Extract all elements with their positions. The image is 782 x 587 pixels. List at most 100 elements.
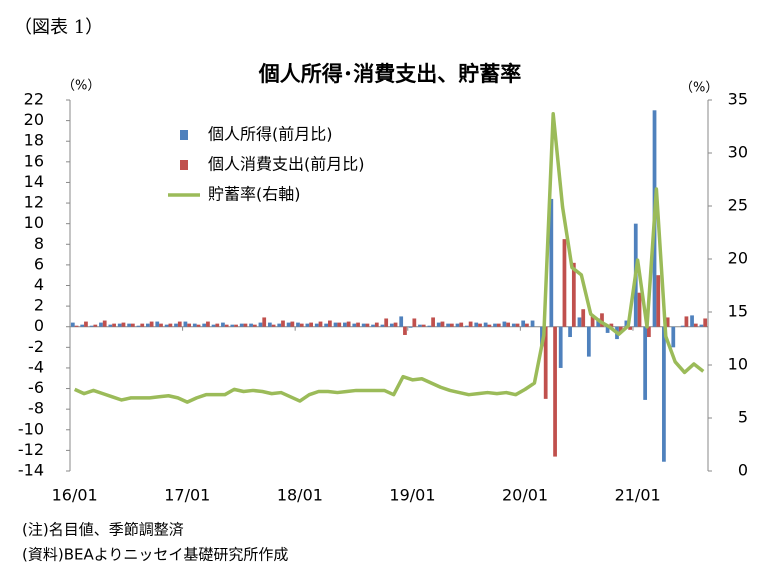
bar — [384, 318, 389, 327]
bar — [102, 320, 107, 327]
bar — [558, 326, 563, 368]
bar — [403, 326, 407, 335]
bar — [656, 275, 661, 327]
bar — [374, 322, 379, 327]
figure-label: （図表 1） — [14, 17, 103, 38]
bar — [168, 323, 173, 327]
bar — [699, 324, 704, 327]
bar — [446, 323, 450, 327]
bar — [609, 323, 614, 327]
bar — [684, 316, 689, 327]
bar — [493, 323, 497, 327]
bar — [643, 326, 648, 400]
bar — [309, 322, 314, 327]
y-tick-label: -4 — [28, 357, 44, 376]
y-tick-label: 10 — [24, 213, 44, 232]
legend-label: 貯蓄率(右軸) — [208, 185, 301, 204]
bar — [511, 323, 516, 327]
note: (注)名目値、季節調整済 — [22, 521, 184, 539]
bar — [427, 325, 432, 327]
bar — [243, 323, 248, 327]
bar — [299, 323, 304, 327]
bar — [365, 323, 370, 327]
y2-tick-label: 35 — [728, 90, 748, 109]
bar — [271, 324, 276, 327]
bar — [483, 322, 488, 327]
bar — [506, 322, 511, 327]
y-tick-label: 12 — [24, 193, 44, 212]
bar — [290, 321, 295, 327]
y2-tick-label: 0 — [738, 461, 748, 480]
y2-tick-label: 25 — [728, 196, 748, 215]
bar — [418, 324, 422, 327]
bar — [136, 325, 141, 327]
bar — [164, 324, 169, 327]
bar — [393, 322, 398, 327]
bar — [174, 323, 178, 327]
bar — [230, 324, 235, 327]
bar — [440, 321, 445, 327]
bar — [459, 322, 464, 327]
bar — [333, 322, 338, 327]
bar — [192, 323, 197, 327]
bar — [267, 322, 272, 327]
y-tick-label: 6 — [34, 254, 44, 273]
bar — [665, 317, 670, 327]
y2-tick-label: 30 — [728, 143, 748, 162]
x-tick-label: 20/01 — [502, 486, 548, 505]
y-tick-label: -14 — [18, 461, 44, 480]
bar — [252, 324, 257, 327]
bar — [703, 318, 708, 327]
bar — [130, 323, 135, 327]
bar — [314, 323, 319, 327]
bar — [581, 309, 586, 327]
bar — [530, 320, 535, 327]
y2-tick-label: 20 — [728, 249, 748, 268]
bar — [239, 323, 244, 327]
bar — [562, 239, 567, 327]
legend-label: 個人所得(前月比) — [208, 125, 333, 144]
bar — [117, 323, 122, 327]
bar — [177, 321, 182, 327]
bar — [525, 323, 529, 327]
bar — [449, 323, 454, 327]
bar — [149, 321, 154, 327]
y-tick-label: 4 — [34, 275, 44, 294]
bar — [408, 326, 413, 328]
bar — [468, 321, 473, 327]
bar — [140, 323, 145, 327]
bar — [286, 322, 291, 327]
bar — [553, 326, 557, 457]
bar — [464, 325, 469, 327]
bar — [515, 323, 520, 327]
bar — [549, 198, 554, 327]
legend-swatch — [180, 130, 188, 140]
bar — [324, 323, 329, 327]
y2-axis-label: （%） — [680, 81, 718, 96]
bar — [221, 322, 225, 327]
bar — [249, 323, 253, 327]
bar — [183, 321, 188, 327]
y2-tick-label: 10 — [728, 355, 748, 374]
x-tick-label: 16/01 — [52, 486, 98, 505]
bar — [262, 317, 267, 327]
bar — [455, 323, 460, 327]
bar — [571, 262, 576, 327]
y2-tick-label: 5 — [738, 408, 748, 427]
y-tick-label: 18 — [24, 131, 44, 150]
bar — [145, 323, 150, 327]
bar — [159, 323, 163, 327]
bar — [99, 322, 103, 327]
bar — [196, 324, 201, 327]
chart-title: 個人所得･消費支出、貯蓄率 — [258, 62, 522, 86]
bar — [224, 324, 229, 327]
bar — [577, 317, 582, 327]
bar — [281, 320, 285, 327]
bar — [421, 324, 426, 327]
bar — [352, 323, 357, 327]
x-tick-label: 19/01 — [389, 486, 435, 505]
bar — [80, 324, 85, 327]
bar — [318, 321, 323, 327]
y-tick-label: -2 — [28, 337, 44, 356]
